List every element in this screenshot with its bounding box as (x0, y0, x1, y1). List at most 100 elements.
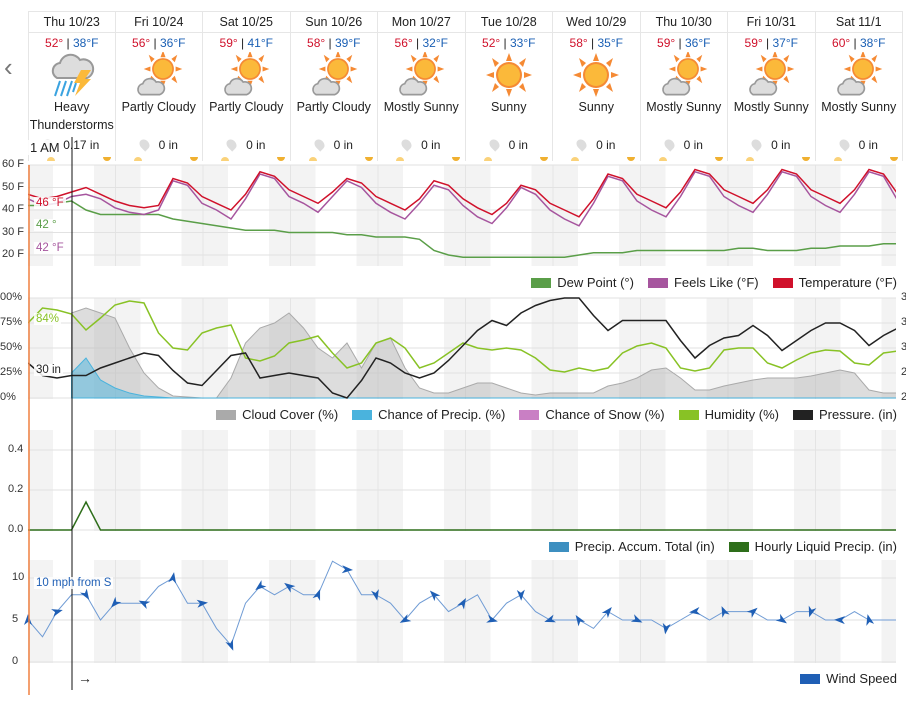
wind-direction-marker (138, 600, 151, 609)
day-column[interactable]: Sat 11/1 60° | 38°F Mostly Sunny 0 in (815, 12, 903, 161)
sunset-icon (103, 157, 111, 161)
precip-value: 0 in (333, 138, 353, 152)
legend-item[interactable]: Precip. Accum. Total (in) (548, 539, 715, 554)
axis-label: 75% (0, 316, 23, 328)
wind-direction-marker (51, 609, 63, 617)
daylight-band (403, 430, 444, 531)
axis-label: 00% (0, 291, 23, 303)
day-temps: 59° | 36°F (657, 36, 711, 50)
cursor-time: 1 AM (28, 140, 62, 155)
day-temps: 59° | 37°F (744, 36, 798, 50)
wind-direction-marker (225, 639, 234, 651)
legend-label: Precip. Accum. Total (in) (574, 539, 715, 554)
axis-label: 50% (0, 341, 23, 353)
wind-direction-marker (399, 614, 412, 623)
day-temps: 56° | 36°F (132, 36, 186, 50)
sunset-icon (364, 157, 373, 161)
legend-item[interactable]: Chance of Precip. (%) (352, 407, 505, 422)
temperature-line (28, 168, 896, 218)
wind-direction-marker (746, 607, 758, 618)
daylight-band (228, 165, 269, 266)
axis-label: 0.4 (8, 443, 24, 455)
legend-swatch (531, 278, 552, 288)
axis-label: 30.2 (901, 291, 906, 303)
previous-days-button[interactable]: ‹ (4, 52, 13, 83)
sunrise-icon (221, 157, 229, 161)
day-column[interactable]: Fri 10/24 56° | 36°F Partly Cloudy 0 in (115, 12, 203, 161)
low-temp: 36°F (684, 36, 711, 50)
legend-item[interactable]: Humidity (%) (678, 407, 779, 422)
low-temp: 38°F (72, 36, 99, 50)
day-column[interactable]: Sun 10/26 58° | 39°F Partly Cloudy 0 in (290, 12, 378, 161)
day-temps: 58° | 39°F (307, 36, 361, 50)
legend-label: Wind Speed (826, 671, 897, 686)
legend-item[interactable]: Wind Speed (800, 671, 897, 686)
axis-label: 60 F (2, 158, 25, 170)
daylight-band (665, 430, 707, 531)
precip-value: 0 in (771, 138, 791, 152)
daylight-band (840, 430, 882, 531)
low-temp: 41°F (247, 36, 273, 50)
daylight-band (315, 430, 357, 531)
wind-direction-marker (429, 590, 441, 602)
daylight-band (578, 560, 619, 663)
day-column[interactable]: Thu 10/23 52° | 38°F Heavy Thunderstorms… (28, 12, 116, 161)
legend-label: Chance of Precip. (%) (378, 407, 506, 422)
legend-label: Feels Like (°F) (673, 275, 759, 290)
day-name: Thu 10/23 (29, 12, 115, 33)
legend-precip: Precip. Accum. Total (in) Hourly Liquid P… (548, 539, 897, 554)
legend-swatch (772, 278, 793, 288)
sunset-icon (452, 157, 460, 161)
day-column[interactable]: Sat 10/25 59° | 41°F Partly Cloudy 0 in (203, 12, 291, 161)
day-temps: 52° | 38°F (45, 36, 99, 50)
legend-item[interactable]: Cloud Cover (%) (216, 407, 338, 422)
sunrise-icon (833, 157, 842, 161)
daylight-band (665, 560, 707, 663)
condition: Sunny (578, 100, 614, 114)
day-column[interactable]: Mon 10/27 56° | 32°F Mostly Sunny 0 in (378, 12, 466, 161)
wind-direction-marker (79, 588, 90, 600)
wind-direction-marker (662, 622, 671, 635)
day-name: Tue 10/28 (465, 12, 552, 33)
axis-label: 0 (12, 655, 19, 667)
axis-label: 30 F (2, 225, 25, 238)
axis-label: 0% (0, 391, 16, 403)
legend-item[interactable]: Feels Like (°F) (647, 275, 759, 290)
daylight-band (665, 165, 707, 266)
daylight-band (753, 430, 794, 531)
high-temp: 52° (45, 36, 64, 50)
daylight-band (228, 560, 269, 663)
legend-swatch (800, 674, 821, 684)
legend-item[interactable]: Hourly Liquid Precip. (in) (728, 539, 897, 554)
precip-value: 0 in (508, 138, 528, 152)
axis-label: 30.0 (901, 341, 906, 353)
day-name: Sat 11/1 (815, 12, 902, 33)
day-column[interactable]: Wed 10/29 58° | 35°F Sunny 0 in (553, 12, 641, 161)
day-temps: 56° | 32°F (394, 36, 448, 50)
wind-direction-marker (575, 615, 586, 627)
legend-item[interactable]: Pressure. (in) (792, 407, 897, 422)
day-name: Fri 10/24 (115, 12, 202, 33)
day-column[interactable]: Tue 10/28 52° | 33°F Sunny 0 in (465, 12, 553, 161)
day-column[interactable]: Fri 10/31 59° | 37°F Mostly Sunny 0 in (728, 12, 816, 161)
condition: Mostly Sunny (646, 100, 722, 114)
precip-amount: 0 in (291, 137, 378, 152)
wind-direction-marker (834, 616, 846, 625)
legend-item[interactable]: Chance of Snow (%) (519, 407, 665, 422)
daylight-band (403, 560, 444, 663)
legend-atm: Cloud Cover (%) Chance of Precip. (%) Chan… (216, 407, 897, 422)
wind-direction-marker (341, 565, 353, 574)
high-temp: 52° (482, 36, 501, 50)
axis-label: 0.0 (8, 523, 24, 535)
legend-item[interactable]: Dew Point (°) (531, 275, 634, 290)
day-column[interactable]: Thu 10/30 59° | 36°F Mostly Sunny 0 in (640, 12, 728, 161)
legend-item[interactable]: Temperature (°F) (772, 275, 897, 290)
wind-direction-marker (544, 614, 556, 623)
wind-direction-marker (630, 614, 643, 623)
precip-amount: 0 in (203, 137, 290, 152)
daylight-band (490, 165, 532, 266)
dew-point-line (28, 200, 896, 259)
sunrise-icon (658, 157, 667, 161)
sunset-icon (802, 157, 810, 161)
